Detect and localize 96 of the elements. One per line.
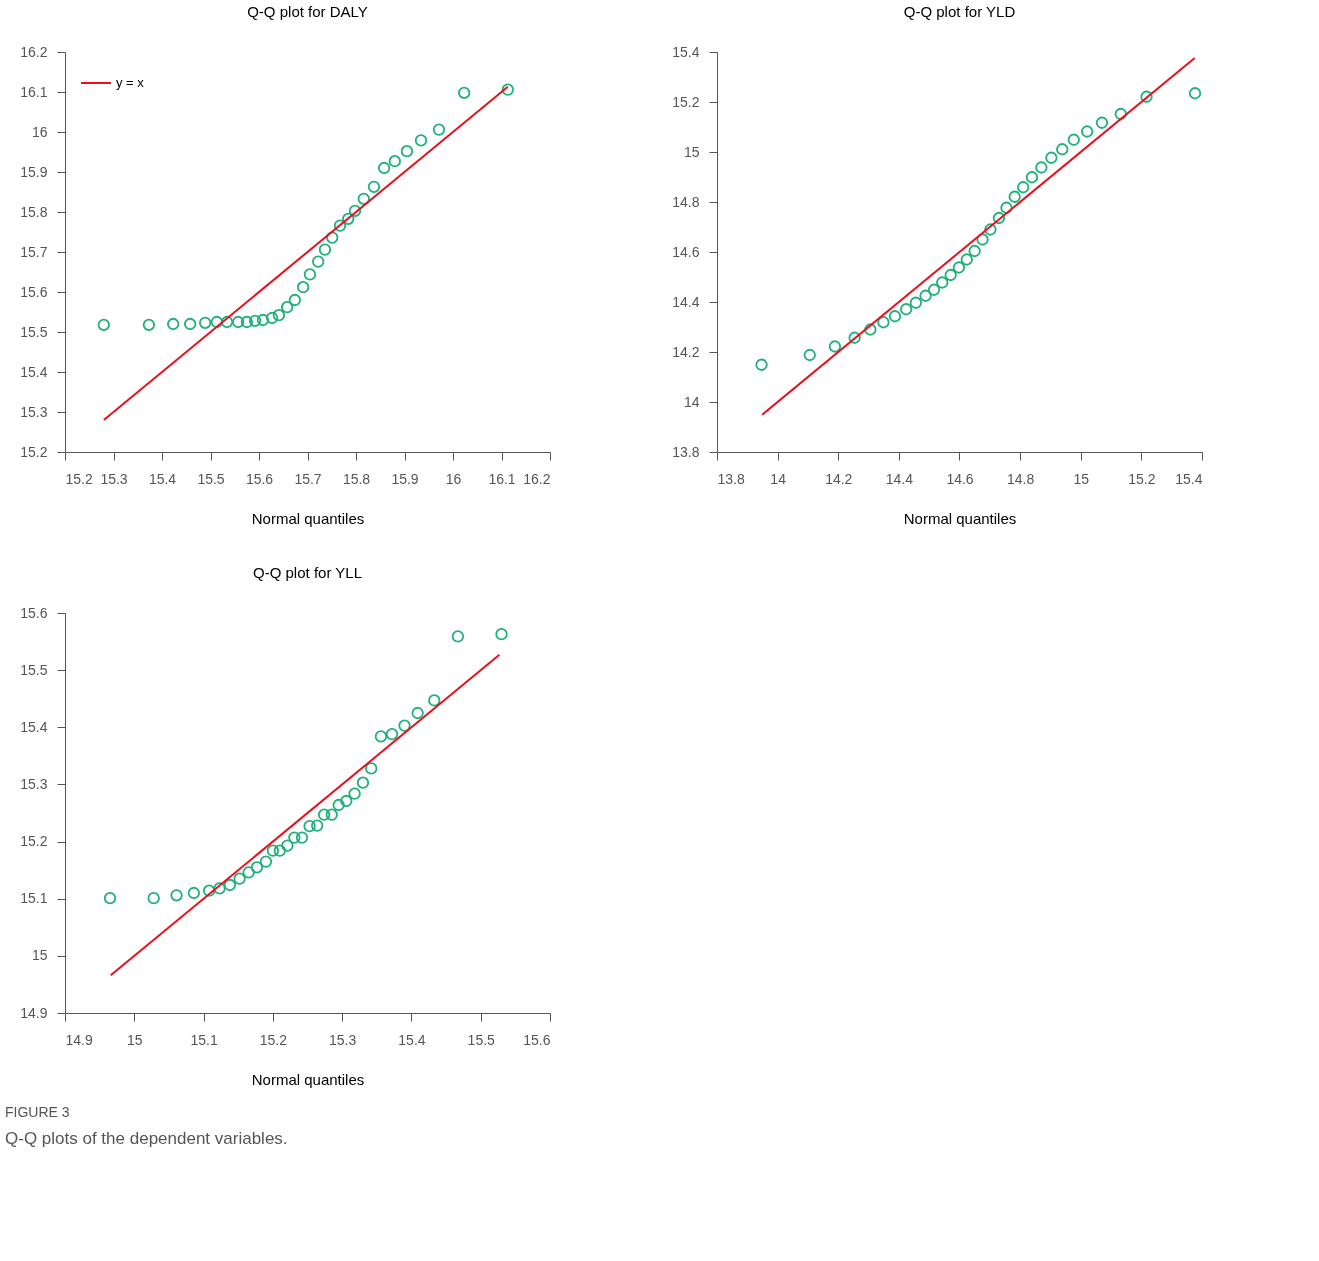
x-tick-label: 15.5 <box>467 1031 496 1048</box>
x-tick-label: 13.8 <box>717 470 745 487</box>
point <box>296 281 310 294</box>
point <box>232 315 245 329</box>
point <box>326 231 339 244</box>
x-tick-label: 15.1 <box>190 1031 218 1048</box>
point <box>400 145 414 158</box>
x-tick-label: 14.9 <box>65 1031 93 1048</box>
x-tick-label: 16.1 <box>488 470 516 487</box>
y-tick-label: 15.6 <box>20 283 48 300</box>
y-tick-label: 15.2 <box>20 833 48 850</box>
point <box>280 301 294 314</box>
y-tick-label: 15.1 <box>20 890 48 907</box>
x-tick-label: 15.9 <box>391 470 419 487</box>
point <box>183 317 197 331</box>
chart-title: Q-Q plot for YLD <box>903 3 1016 20</box>
x-tick-label: 15 <box>127 1031 143 1048</box>
y-tick-label: 15.6 <box>20 604 48 621</box>
y-tick-label: 15.5 <box>20 661 48 678</box>
point <box>265 311 279 325</box>
point <box>388 155 401 168</box>
x-tick-label: 15.6 <box>245 470 274 487</box>
y-tick-label: 15.7 <box>20 243 48 260</box>
y-tick-label: 15 <box>683 143 700 160</box>
point <box>348 204 362 217</box>
y-tick-label: 14.8 <box>672 193 700 210</box>
y-tick-label: 15 <box>31 947 48 964</box>
x-tick-label: 14.8 <box>1007 470 1035 487</box>
x-tick-label: 15.2 <box>259 1031 288 1048</box>
x-tick-label: 16.2 <box>523 470 551 487</box>
point <box>199 316 212 329</box>
x-tick-label: 15.8 <box>342 470 371 487</box>
text: Q-Q plots of the dependent variables. <box>5 1129 288 1148</box>
x-tick-label: 14 <box>770 470 787 487</box>
x-tick-label: 15.4 <box>148 470 177 487</box>
x-tick-label: 15.5 <box>197 470 225 487</box>
y-tick-label: 14.9 <box>20 1004 48 1021</box>
y-tick-label: 14 <box>683 393 700 410</box>
legend-label: y = x <box>116 75 145 90</box>
y-tick-label: 14.4 <box>672 293 700 310</box>
point <box>97 318 110 331</box>
x-tick-label: 15.4 <box>1175 470 1203 487</box>
y-tick-label: 16.1 <box>20 83 48 100</box>
y-tick-label: 15.4 <box>20 718 48 735</box>
point <box>142 318 156 331</box>
point <box>240 315 254 329</box>
x-tick-label: 14.4 <box>885 470 914 487</box>
y-tick-label: 16.2 <box>20 43 48 60</box>
x-tick-label: 15.2 <box>65 470 93 487</box>
point <box>342 212 355 225</box>
point <box>367 180 381 193</box>
y-tick-label: 15.4 <box>20 363 48 380</box>
point <box>501 83 514 96</box>
x-tick-label: 14.6 <box>946 470 974 487</box>
y-tick-label: 15.8 <box>20 203 48 220</box>
chart-title: Q-Q plot for YLL <box>253 564 362 581</box>
y-tick-label: 15.5 <box>20 323 48 340</box>
x-tick-label: 15.4 <box>398 1031 426 1048</box>
y-tick-label: 15.4 <box>672 43 700 60</box>
point <box>167 317 180 331</box>
y-tick-label: 13.8 <box>672 443 700 460</box>
point <box>256 313 270 327</box>
x-tick-label: 15.6 <box>523 1031 551 1048</box>
y-tick-label: 15.2 <box>20 443 48 460</box>
x-tick-label: 15.7 <box>294 470 322 487</box>
point <box>288 293 302 307</box>
point <box>318 243 332 256</box>
y-tick-label: 15.9 <box>20 163 48 180</box>
y-tick-label: 14.2 <box>672 343 700 360</box>
point <box>303 268 317 281</box>
caption: FIGURE 3 <box>5 1104 70 1120</box>
x-tick-label: 15.2 <box>1128 470 1156 487</box>
point <box>458 86 471 99</box>
point <box>357 192 370 205</box>
point <box>377 161 391 175</box>
x-tick-label: 15 <box>1073 470 1090 487</box>
point <box>432 123 446 136</box>
x-axis-title: Normal quantiles <box>251 509 365 527</box>
x-tick-label: 14.2 <box>825 470 853 487</box>
x-tick-label: 16 <box>445 470 462 487</box>
y-tick-label: 15.2 <box>672 93 700 110</box>
y-tick-label: 16 <box>31 123 48 140</box>
y-tick-label: 15.3 <box>20 403 48 420</box>
point <box>220 315 234 329</box>
point <box>272 309 286 322</box>
point <box>414 134 428 147</box>
x-axis-title: Normal quantiles <box>903 509 1017 527</box>
x-axis-title: Normal quantiles <box>251 1070 365 1088</box>
x-tick-label: 15.3 <box>329 1031 357 1048</box>
y-tick-label: 14.6 <box>672 243 700 260</box>
x-tick-label: 15.3 <box>100 470 128 487</box>
y-tick-label: 15.3 <box>20 775 48 792</box>
point <box>312 255 325 268</box>
point <box>248 314 262 327</box>
point <box>333 219 347 232</box>
chart-title: Q-Q plot for DALY <box>247 3 368 20</box>
